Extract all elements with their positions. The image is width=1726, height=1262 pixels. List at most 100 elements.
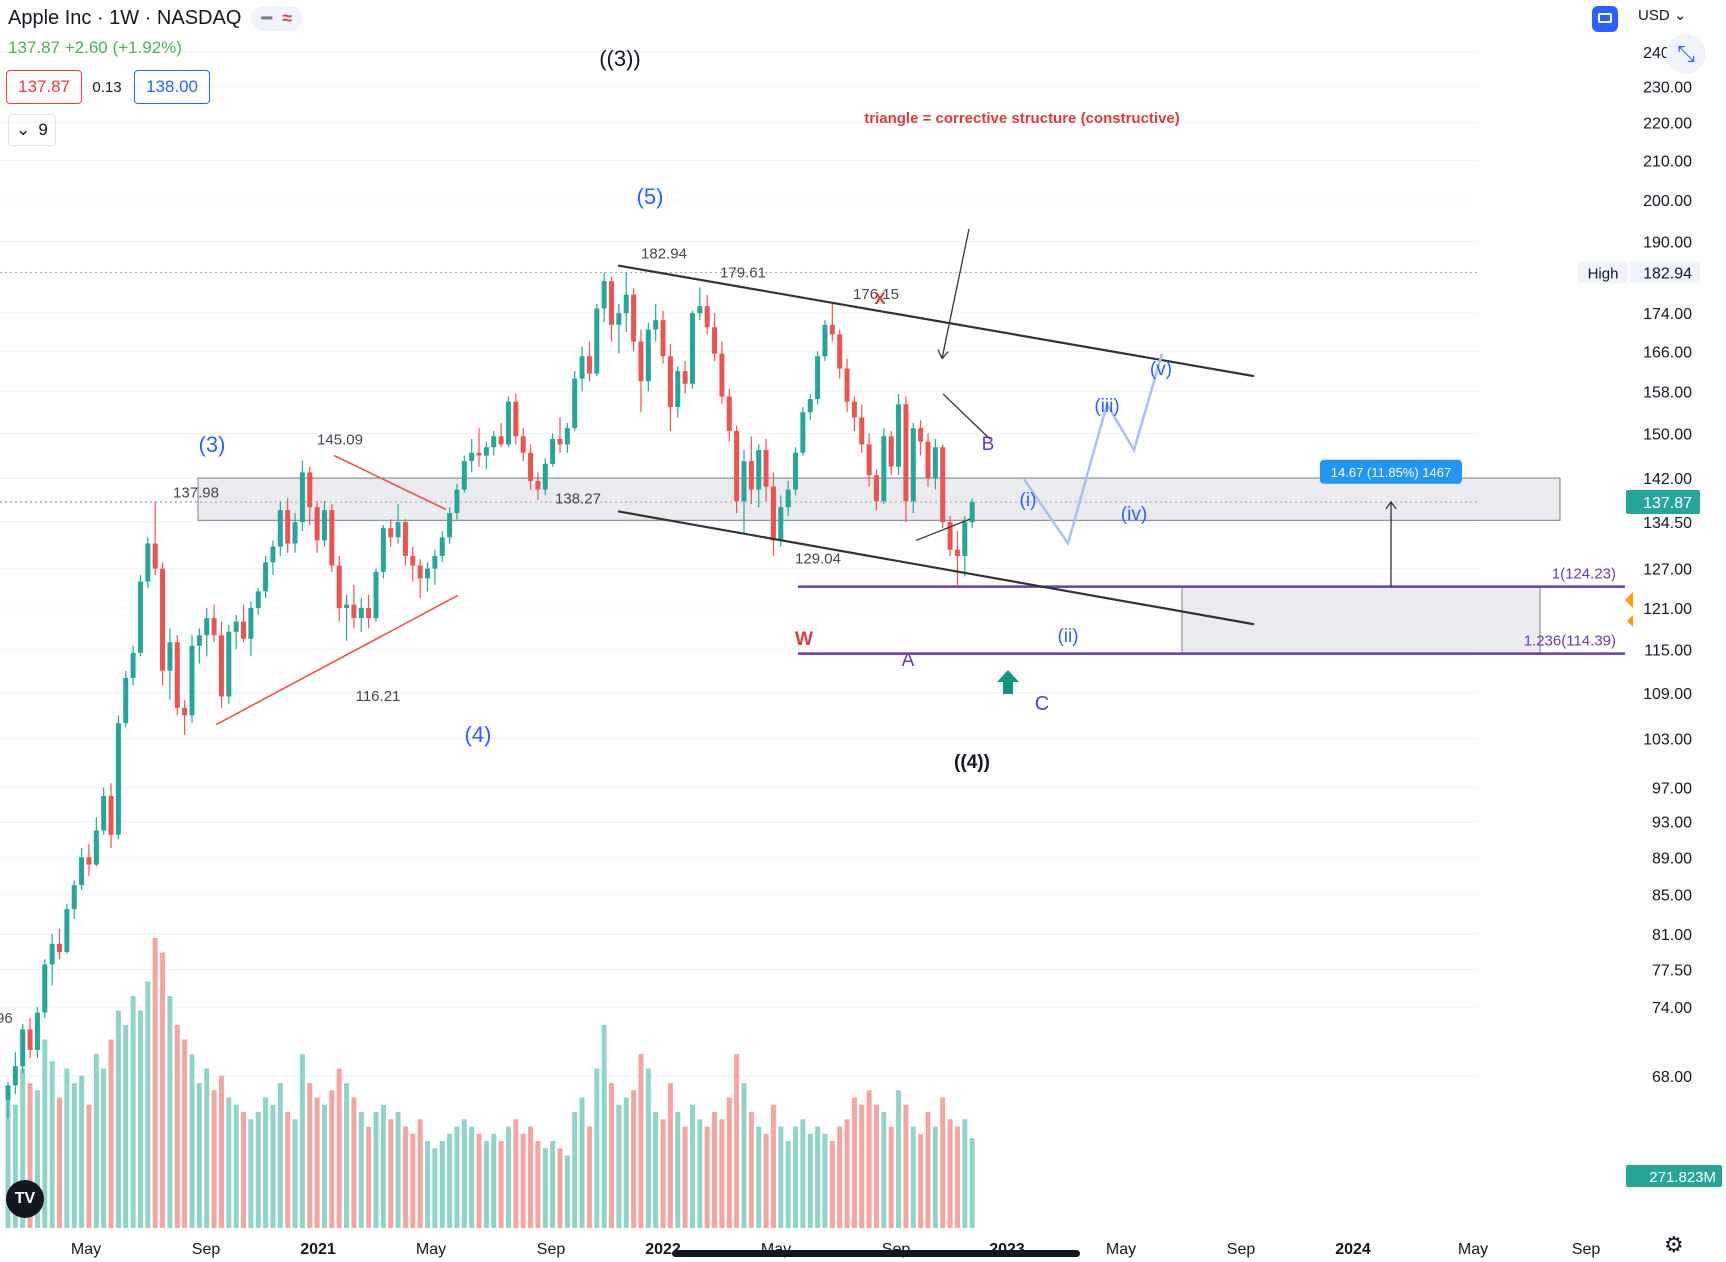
candle-body [483,447,489,456]
sell-button[interactable]: 137.87 [6,70,82,104]
candle-body [844,368,850,402]
candle-body [64,909,70,953]
candle-body [329,510,335,566]
minimize-icon[interactable]: ⤡ [1666,34,1706,74]
price-tick-label: 210.00 [1643,153,1692,170]
volume-bar [12,1104,18,1228]
wave-label: (5) [637,184,664,209]
indicator-pill[interactable]: ━ ≈ [251,6,303,31]
volume-bar [572,1112,578,1228]
volume-bar [439,1141,445,1228]
volume-bar [226,1097,232,1228]
volume-bar [299,1054,305,1228]
volume-bar [42,1039,48,1228]
volume-bar [689,1104,695,1228]
candle-body [550,438,556,464]
volume-bar [564,1155,570,1228]
candle-body [579,356,585,379]
volume-bar [616,1104,622,1228]
candle-body [631,294,637,342]
volume-bar [86,1104,92,1228]
volume-bar [896,1090,902,1228]
volume-bar [174,1025,180,1228]
wave-label: ((4)) [954,752,990,773]
volume-bar [756,1126,762,1228]
time-tick-label: Sep [1227,1241,1256,1258]
time-tick-label: 2022 [645,1241,681,1258]
collapse-indicators-button[interactable]: ⌄ 9 [8,114,56,146]
time-tick-label: Sep [192,1241,221,1258]
volume-bar [800,1119,806,1228]
wave-icon: ≈ [282,8,293,28]
measure-tag [1320,459,1462,484]
volume-bar [351,1097,357,1228]
volume-bar [778,1126,784,1228]
wave-label: A [902,650,915,671]
currency-select[interactable]: USD ⌄ [1638,7,1687,24]
alert-marker [1625,592,1633,608]
price-tick-label: 220.00 [1643,116,1692,133]
candle-body [12,1066,18,1086]
chart-labels: 137.98 145.09 116.21 138.27 182.94 179.61 176.… [0,46,1180,1027]
volume-bar [79,1075,85,1228]
candle-body [34,1012,40,1050]
candle-body [513,401,519,437]
candle-body [432,555,438,569]
volume-bar [34,1090,40,1228]
candle-body [815,356,821,400]
volume-bar [675,1112,681,1228]
b-triangle-upper [942,393,991,440]
gear-icon[interactable]: ⚙ [1664,1232,1684,1257]
wave-label: (iii) [1094,396,1119,417]
volume-bar [682,1126,688,1228]
last-price: 137.87 [8,38,60,57]
volume-bar [741,1083,747,1228]
candle-body [557,438,563,445]
candle-body [962,522,968,556]
candle-body [660,320,666,357]
triangle-lower [215,594,459,726]
volume-bar [49,1061,55,1228]
volume-bar [137,1010,143,1228]
pivot-label: 176.15 [853,286,899,303]
candle-body [800,412,806,453]
volume-bar [829,1141,835,1228]
candle-body [476,452,482,456]
price-tick-label: 190.00 [1643,235,1692,252]
candle-body [410,555,416,566]
buy-button[interactable]: 138.00 [134,70,210,104]
candle-body [174,642,180,708]
volume-bar [204,1068,210,1228]
chevron-down-icon: ⌄ [16,120,31,139]
volume-bar [402,1126,408,1228]
volume-bar [366,1126,372,1228]
candle-body [49,943,55,965]
volume-bar [425,1141,431,1228]
candle-body [255,591,261,608]
price-tick-label: 166.00 [1643,344,1692,361]
candle-body [594,308,600,374]
wave-label: ((3)) [599,46,641,71]
screen-icon[interactable] [1592,6,1618,32]
price-axis[interactable]: 240.00230.00220.00210.00200.00190.00174.… [1578,45,1722,1187]
tradingview-logo-icon[interactable]: TV [6,1180,44,1218]
pivot-label: 138.27 [555,491,601,508]
candle-body [851,401,857,418]
candles [5,272,975,1119]
candle-body [667,356,673,407]
volume-bar [57,1097,63,1228]
time-tick-label: 2024 [1335,1241,1371,1258]
candle-body [189,645,195,716]
candle-body [756,449,762,490]
pointer-line [941,228,970,359]
candle-body [137,581,143,653]
volume-bar [182,1039,188,1228]
candle-body [903,404,909,502]
candle-body [572,378,578,429]
symbol-title[interactable]: Apple Inc · 1W · NASDAQ [8,7,242,29]
volume-bar [859,1104,865,1228]
candle-body [793,452,799,490]
candle-body [822,324,828,357]
volume-bar [837,1126,843,1228]
